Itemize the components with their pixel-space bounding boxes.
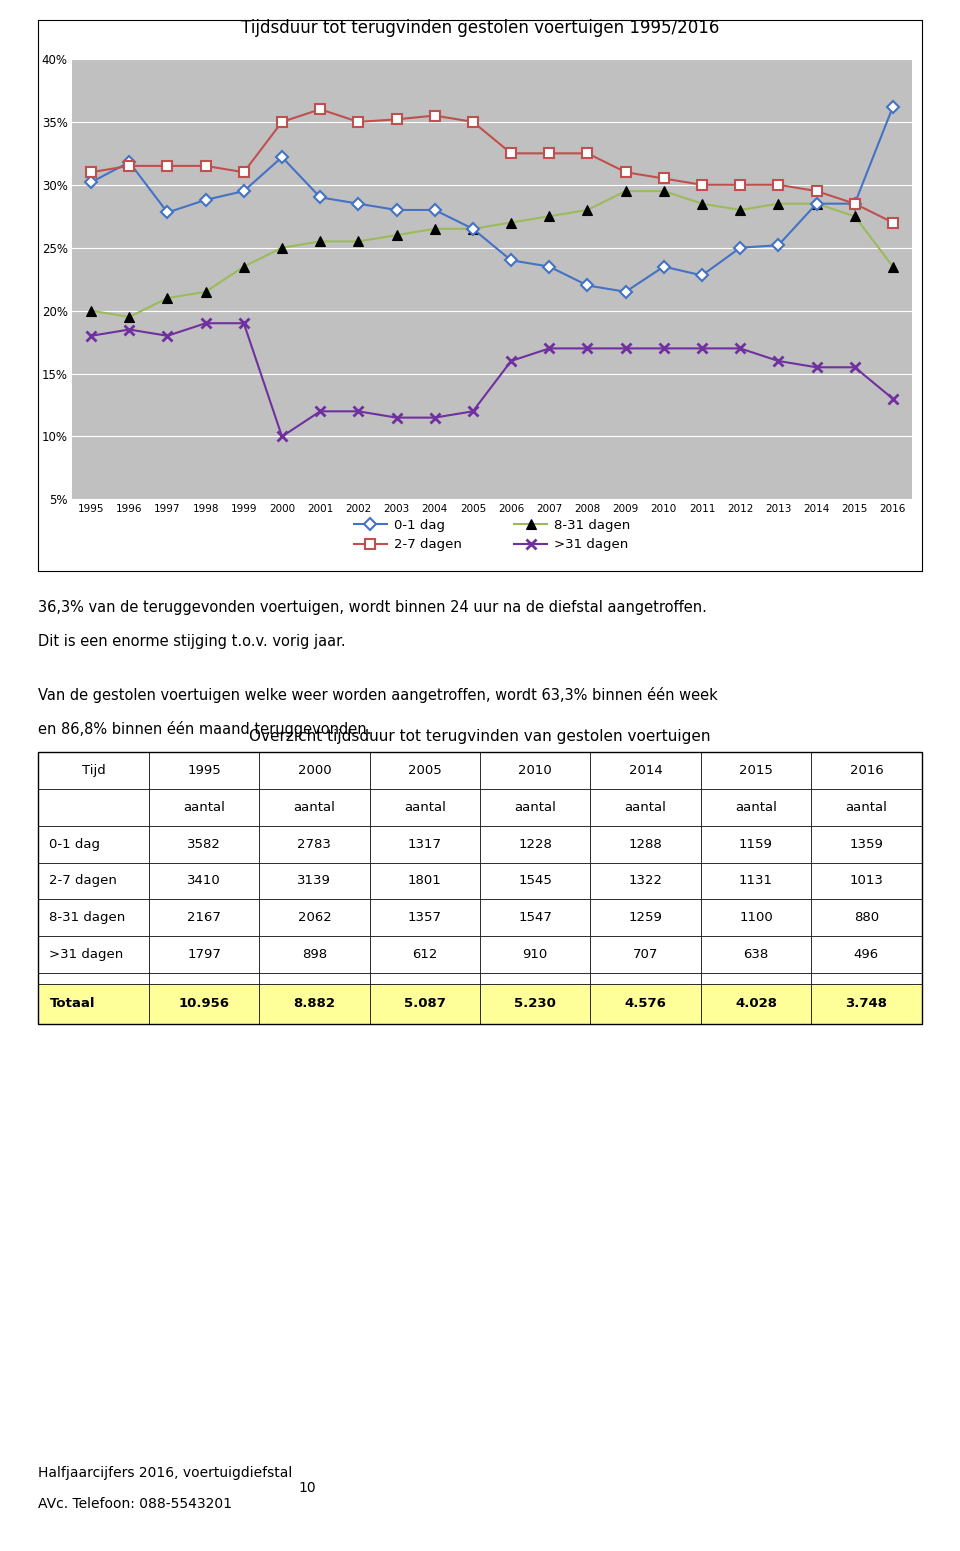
Text: en 86,8% binnen één maand teruggevonden.: en 86,8% binnen één maand teruggevonden.	[38, 721, 372, 737]
Text: Overzicht tijdsduur tot terugvinden van gestolen voertuigen: Overzicht tijdsduur tot terugvinden van …	[250, 729, 710, 744]
Legend: 0-1 dag, 2-7 dagen, 8-31 dagen, >31 dagen: 0-1 dag, 2-7 dagen, 8-31 dagen, >31 dage…	[348, 513, 636, 557]
Text: Tijdsduur tot terugvinden gestolen voertuigen 1995/2016: Tijdsduur tot terugvinden gestolen voert…	[241, 19, 719, 37]
Text: 10: 10	[299, 1481, 316, 1495]
Text: 36,3% van de teruggevonden voertuigen, wordt binnen 24 uur na de diefstal aanget: 36,3% van de teruggevonden voertuigen, w…	[38, 600, 708, 616]
Text: Halfjaarcijfers 2016, voertuigdiefstal: Halfjaarcijfers 2016, voertuigdiefstal	[38, 1466, 293, 1480]
Text: Dit is een enorme stijging t.o.v. vorig jaar.: Dit is een enorme stijging t.o.v. vorig …	[38, 634, 346, 650]
Text: AVc. Telefoon: 088-5543201: AVc. Telefoon: 088-5543201	[38, 1497, 232, 1511]
Text: Van de gestolen voertuigen welke weer worden aangetroffen, wordt 63,3% binnen éé: Van de gestolen voertuigen welke weer wo…	[38, 687, 718, 703]
